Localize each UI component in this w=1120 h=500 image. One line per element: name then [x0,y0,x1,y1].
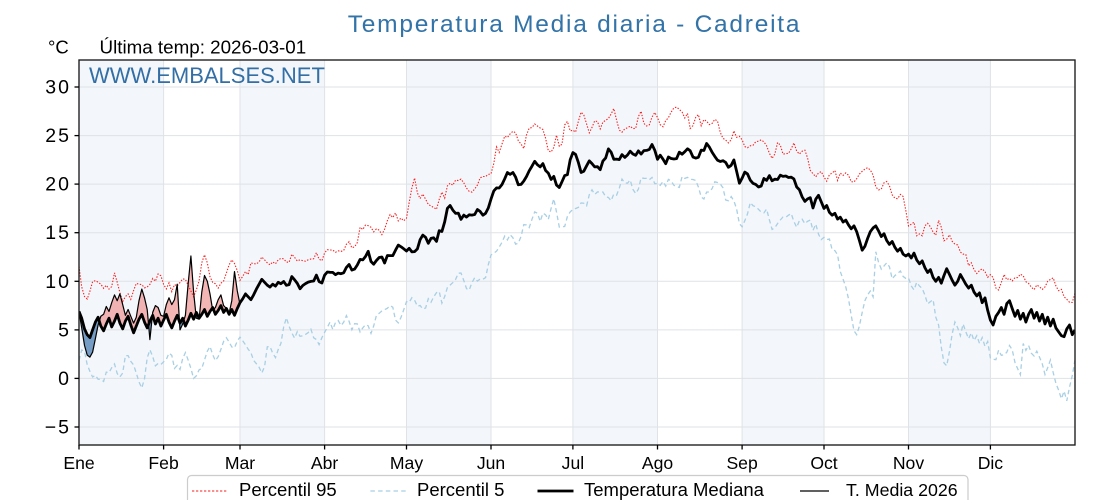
svg-text:Percentil 5: Percentil 5 [417,479,504,500]
svg-text:Jun: Jun [477,453,505,473]
svg-text:0: 0 [58,368,71,390]
svg-text:Nov: Nov [893,453,924,473]
svg-text:10: 10 [45,271,71,293]
svg-text:Mar: Mar [225,453,255,473]
svg-text:30: 30 [45,77,71,99]
svg-text:Dic: Dic [978,453,1004,473]
svg-text:Jul: Jul [562,453,585,473]
svg-text:15: 15 [45,222,71,244]
svg-text:Ago: Ago [642,453,674,473]
svg-text:−5: −5 [45,417,71,439]
svg-text:20: 20 [45,174,71,196]
svg-text:25: 25 [45,125,71,147]
svg-text:T. Media 2026: T. Media 2026 [846,480,958,500]
svg-text:Oct: Oct [810,453,837,473]
svg-text:Feb: Feb [148,453,179,473]
svg-text:Ene: Ene [63,453,94,473]
svg-text:Percentil 95: Percentil 95 [239,479,337,500]
svg-text:Última temp: 2026-03-01: Última temp: 2026-03-01 [100,37,307,58]
svg-text:Temperatura Media diaria - Cad: Temperatura Media diaria - Cadreita [348,11,801,38]
svg-text:Sep: Sep [726,453,758,473]
svg-text:5: 5 [58,319,71,341]
svg-text:Temperatura Mediana: Temperatura Mediana [584,479,765,500]
svg-text:°C: °C [48,37,69,58]
svg-text:May: May [390,453,423,473]
svg-text:WWW.EMBALSES.NET: WWW.EMBALSES.NET [89,63,325,88]
svg-text:Abr: Abr [311,453,339,473]
